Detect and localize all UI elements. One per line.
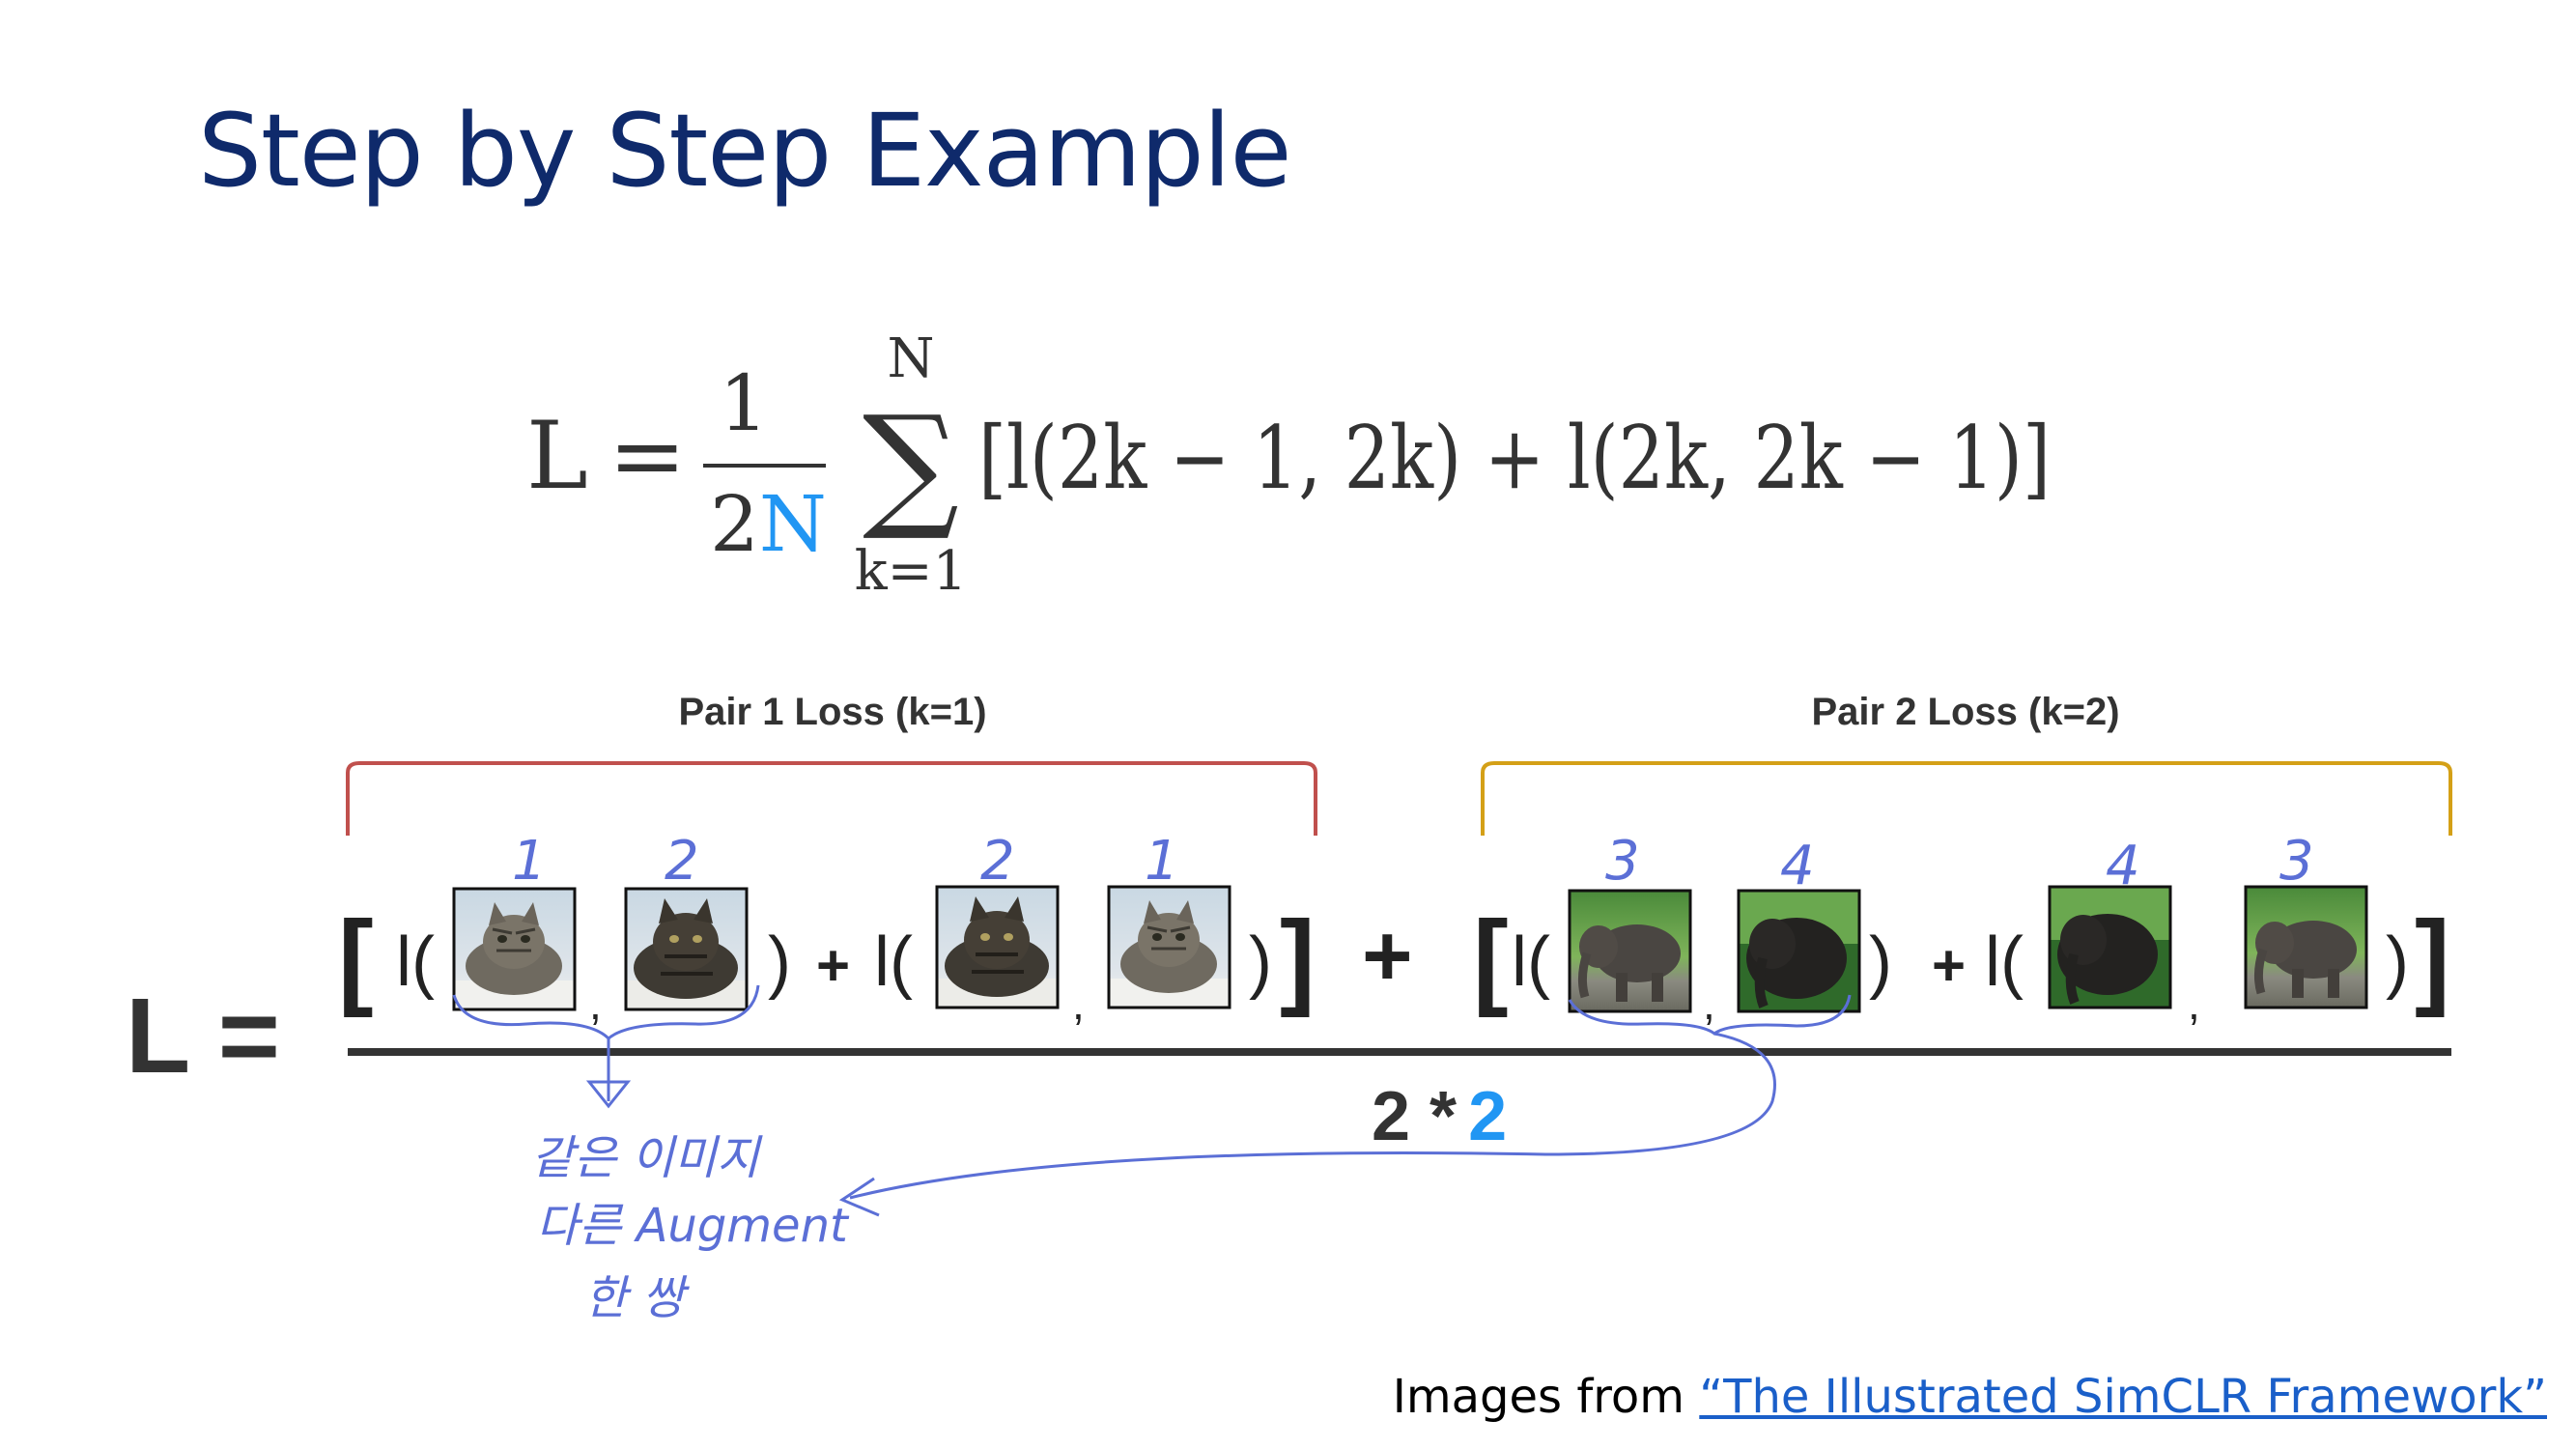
view-number-1b: 1 (1145, 830, 1179, 893)
svg-text:2 *2: 2 * 2 (1372, 1078, 1507, 1155)
cat-image-view-2b (935, 885, 1060, 1009)
view-number-3b: 3 (2279, 830, 2314, 893)
fraction-denominator-var: N (759, 479, 827, 569)
elephant-image-view-4 (1739, 891, 1859, 1011)
view-number-4: 4 (1780, 835, 1815, 897)
cat-image-view-1b (1107, 885, 1231, 1009)
view-number-4b: 4 (2106, 835, 2140, 897)
loss-formula: L = 1 2N N ∑ k=1 [l(2k − 1, 2k) + l(2k, … (526, 327, 2051, 603)
svg-text:l(: l( (396, 923, 435, 1001)
loss-fraction-bar (348, 1048, 2451, 1056)
denominator-left: 2 * (1372, 1078, 1457, 1155)
pair-2-label: Pair 2 Loss (k=2) (1811, 691, 2119, 733)
cat-image-view-1 (452, 887, 577, 1011)
fraction-numerator: 1 (720, 358, 769, 448)
elephant-image-view-4b (2050, 887, 2170, 1008)
note-line-1: 같은 이미지 (531, 1131, 763, 1185)
svg-text:,: , (1703, 979, 1715, 1029)
svg-text:2N: 2N (710, 479, 827, 569)
loss-lhs: L = (126, 977, 280, 1095)
svg-text:): ) (1869, 923, 1892, 1001)
denominator-right: 2 (1468, 1078, 1507, 1155)
pair-1-label: Pair 1 Loss (k=1) (678, 691, 986, 733)
svg-text:): ) (1249, 923, 1272, 1001)
formula-lhs: L (526, 402, 588, 510)
pair-2-bracket (1481, 761, 2452, 836)
cat-image-view-2 (624, 887, 749, 1011)
svg-text:): ) (768, 923, 791, 1001)
fraction-denominator-prefix: 2 (710, 479, 759, 569)
svg-text:,: , (2188, 979, 2200, 1029)
elephant-image-view-3 (1570, 891, 1690, 1011)
pair-1-bracket (346, 761, 1317, 836)
formula-body: [l(2k − 1, 2k) + l(2k, 2k − 1)] (978, 408, 2051, 509)
elephant-image-view-3b (2246, 887, 2366, 1008)
svg-text:[: [ (1473, 899, 1509, 1018)
sum-symbol: ∑ (863, 387, 959, 545)
plus-sign: + (1362, 908, 1413, 1005)
note-line-2: 다른 Augment (536, 1199, 850, 1253)
svg-text:]: ] (1280, 899, 1316, 1018)
handwritten-annotations (452, 984, 1852, 1217)
image-credit: Images from “The Illustrated SimCLR Fram… (1393, 1370, 2547, 1424)
view-number-3: 3 (1605, 830, 1640, 893)
pair-2-numerator: [ l( , ) + l( , ) ] (1473, 887, 2450, 1029)
formula-equals: = (609, 402, 686, 510)
svg-text:]: ] (2415, 899, 2450, 1018)
note-line-3: 한 쌍 (584, 1271, 690, 1325)
credit-link[interactable]: “The Illustrated SimCLR Framework” (1699, 1370, 2547, 1424)
sum-lower-limit: k=1 (855, 540, 967, 603)
svg-text:+: + (816, 933, 850, 998)
svg-text:): ) (2386, 923, 2409, 1001)
credit-prefix: Images from (1392, 1370, 1700, 1424)
svg-text:,: , (1072, 979, 1085, 1029)
view-number-1: 1 (512, 830, 547, 893)
view-number-2: 2 (665, 830, 699, 893)
sum-upper-limit: N (888, 327, 935, 390)
svg-text:l(: l( (1985, 923, 2024, 1001)
svg-text:[: [ (338, 899, 374, 1018)
svg-text:+: + (1932, 933, 1966, 998)
slide-title: Step by Step Example (198, 92, 1292, 210)
svg-text:,: , (589, 979, 602, 1029)
svg-text:l(: l( (874, 923, 913, 1001)
svg-text:l(: l( (1512, 923, 1550, 1001)
view-number-2b: 2 (980, 830, 1015, 893)
pair-1-numerator: [ l( , ) + l( , ) ] (338, 885, 1316, 1029)
